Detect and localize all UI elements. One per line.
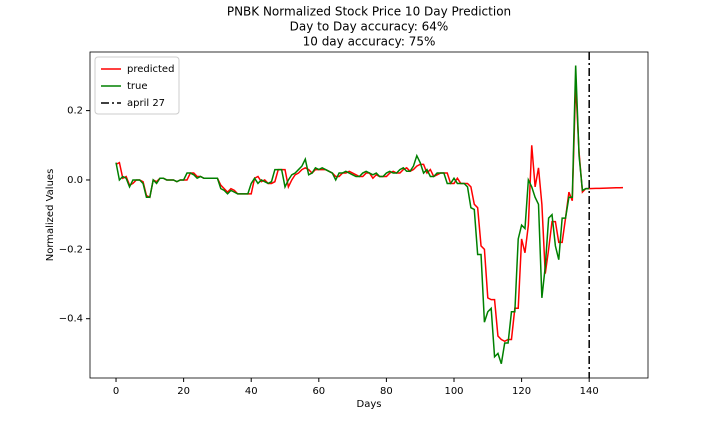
legend-label: april 27 [127, 98, 165, 109]
line-series [115, 65, 590, 365]
x-tick-label: 20 [177, 386, 190, 397]
x-tick-label: 80 [380, 386, 393, 397]
y-tick-label: −0.4 [59, 314, 83, 325]
x-tick-label: 140 [580, 386, 599, 397]
legend-box [94, 56, 180, 115]
x-tick-label: 40 [245, 386, 258, 397]
chart-subtitle: Day to Day accuracy: 64% [290, 20, 449, 34]
legend-label: true [127, 81, 148, 92]
chart-title: PNBK Normalized Stock Price 10 Day Predi… [227, 5, 511, 19]
y-tick-label: 0.0 [67, 175, 83, 186]
x-tick-label: 60 [312, 386, 325, 397]
x-tick-label: 100 [444, 386, 463, 397]
x-axis-label: Days [357, 399, 382, 410]
line-series [115, 82, 624, 343]
chart-subtitle: 10 day accuracy: 75% [303, 35, 436, 49]
y-tick-label: 0.2 [67, 106, 83, 117]
plot-frame [89, 51, 649, 379]
legend-label: predicted [127, 64, 174, 75]
x-tick-label: 0 [113, 386, 119, 397]
y-axis-label: Normalized Values [45, 169, 56, 262]
y-tick-label: −0.2 [59, 244, 83, 255]
x-tick-label: 120 [512, 386, 531, 397]
